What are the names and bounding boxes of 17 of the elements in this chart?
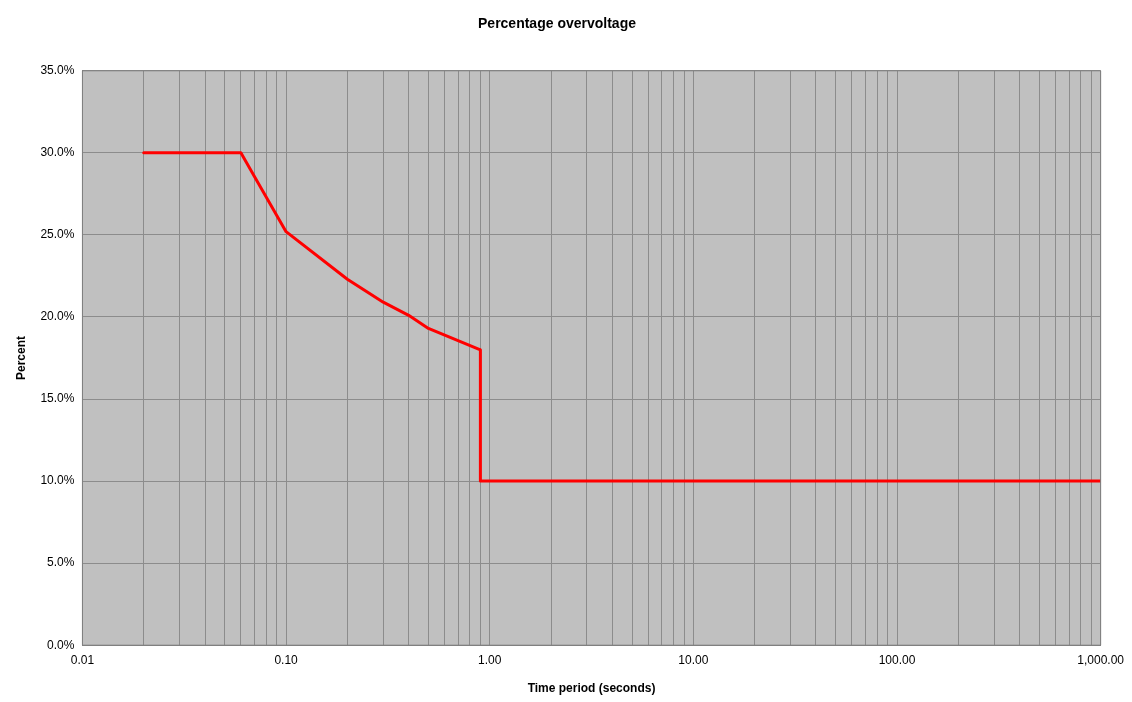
x-tick-label: 100.00 [878,652,916,667]
y-tick-label: 10.0% [40,473,75,488]
x-tick-label: 0.01 [70,652,95,667]
y-tick-label: 20.0% [40,309,75,324]
x-tick-label: 1.00 [478,652,502,667]
y-tick-label: 30.0% [40,145,75,160]
x-tick-label: 10.00 [678,652,709,667]
x-tick-label: 0.10 [274,652,299,667]
y-tick-label: 5.0% [47,555,75,570]
y-tick-label: 25.0% [40,227,75,242]
y-tick-label: 15.0% [40,391,75,406]
y-tick-label: 0.0% [47,637,75,652]
x-axis-title: Time period (seconds) [527,681,656,696]
chart-title: Percentage overvoltage [478,15,637,32]
x-tick-label: 1,000.00 [1077,652,1125,667]
y-axis-title: Percent [13,335,28,381]
y-tick-label: 35.0% [40,63,75,78]
